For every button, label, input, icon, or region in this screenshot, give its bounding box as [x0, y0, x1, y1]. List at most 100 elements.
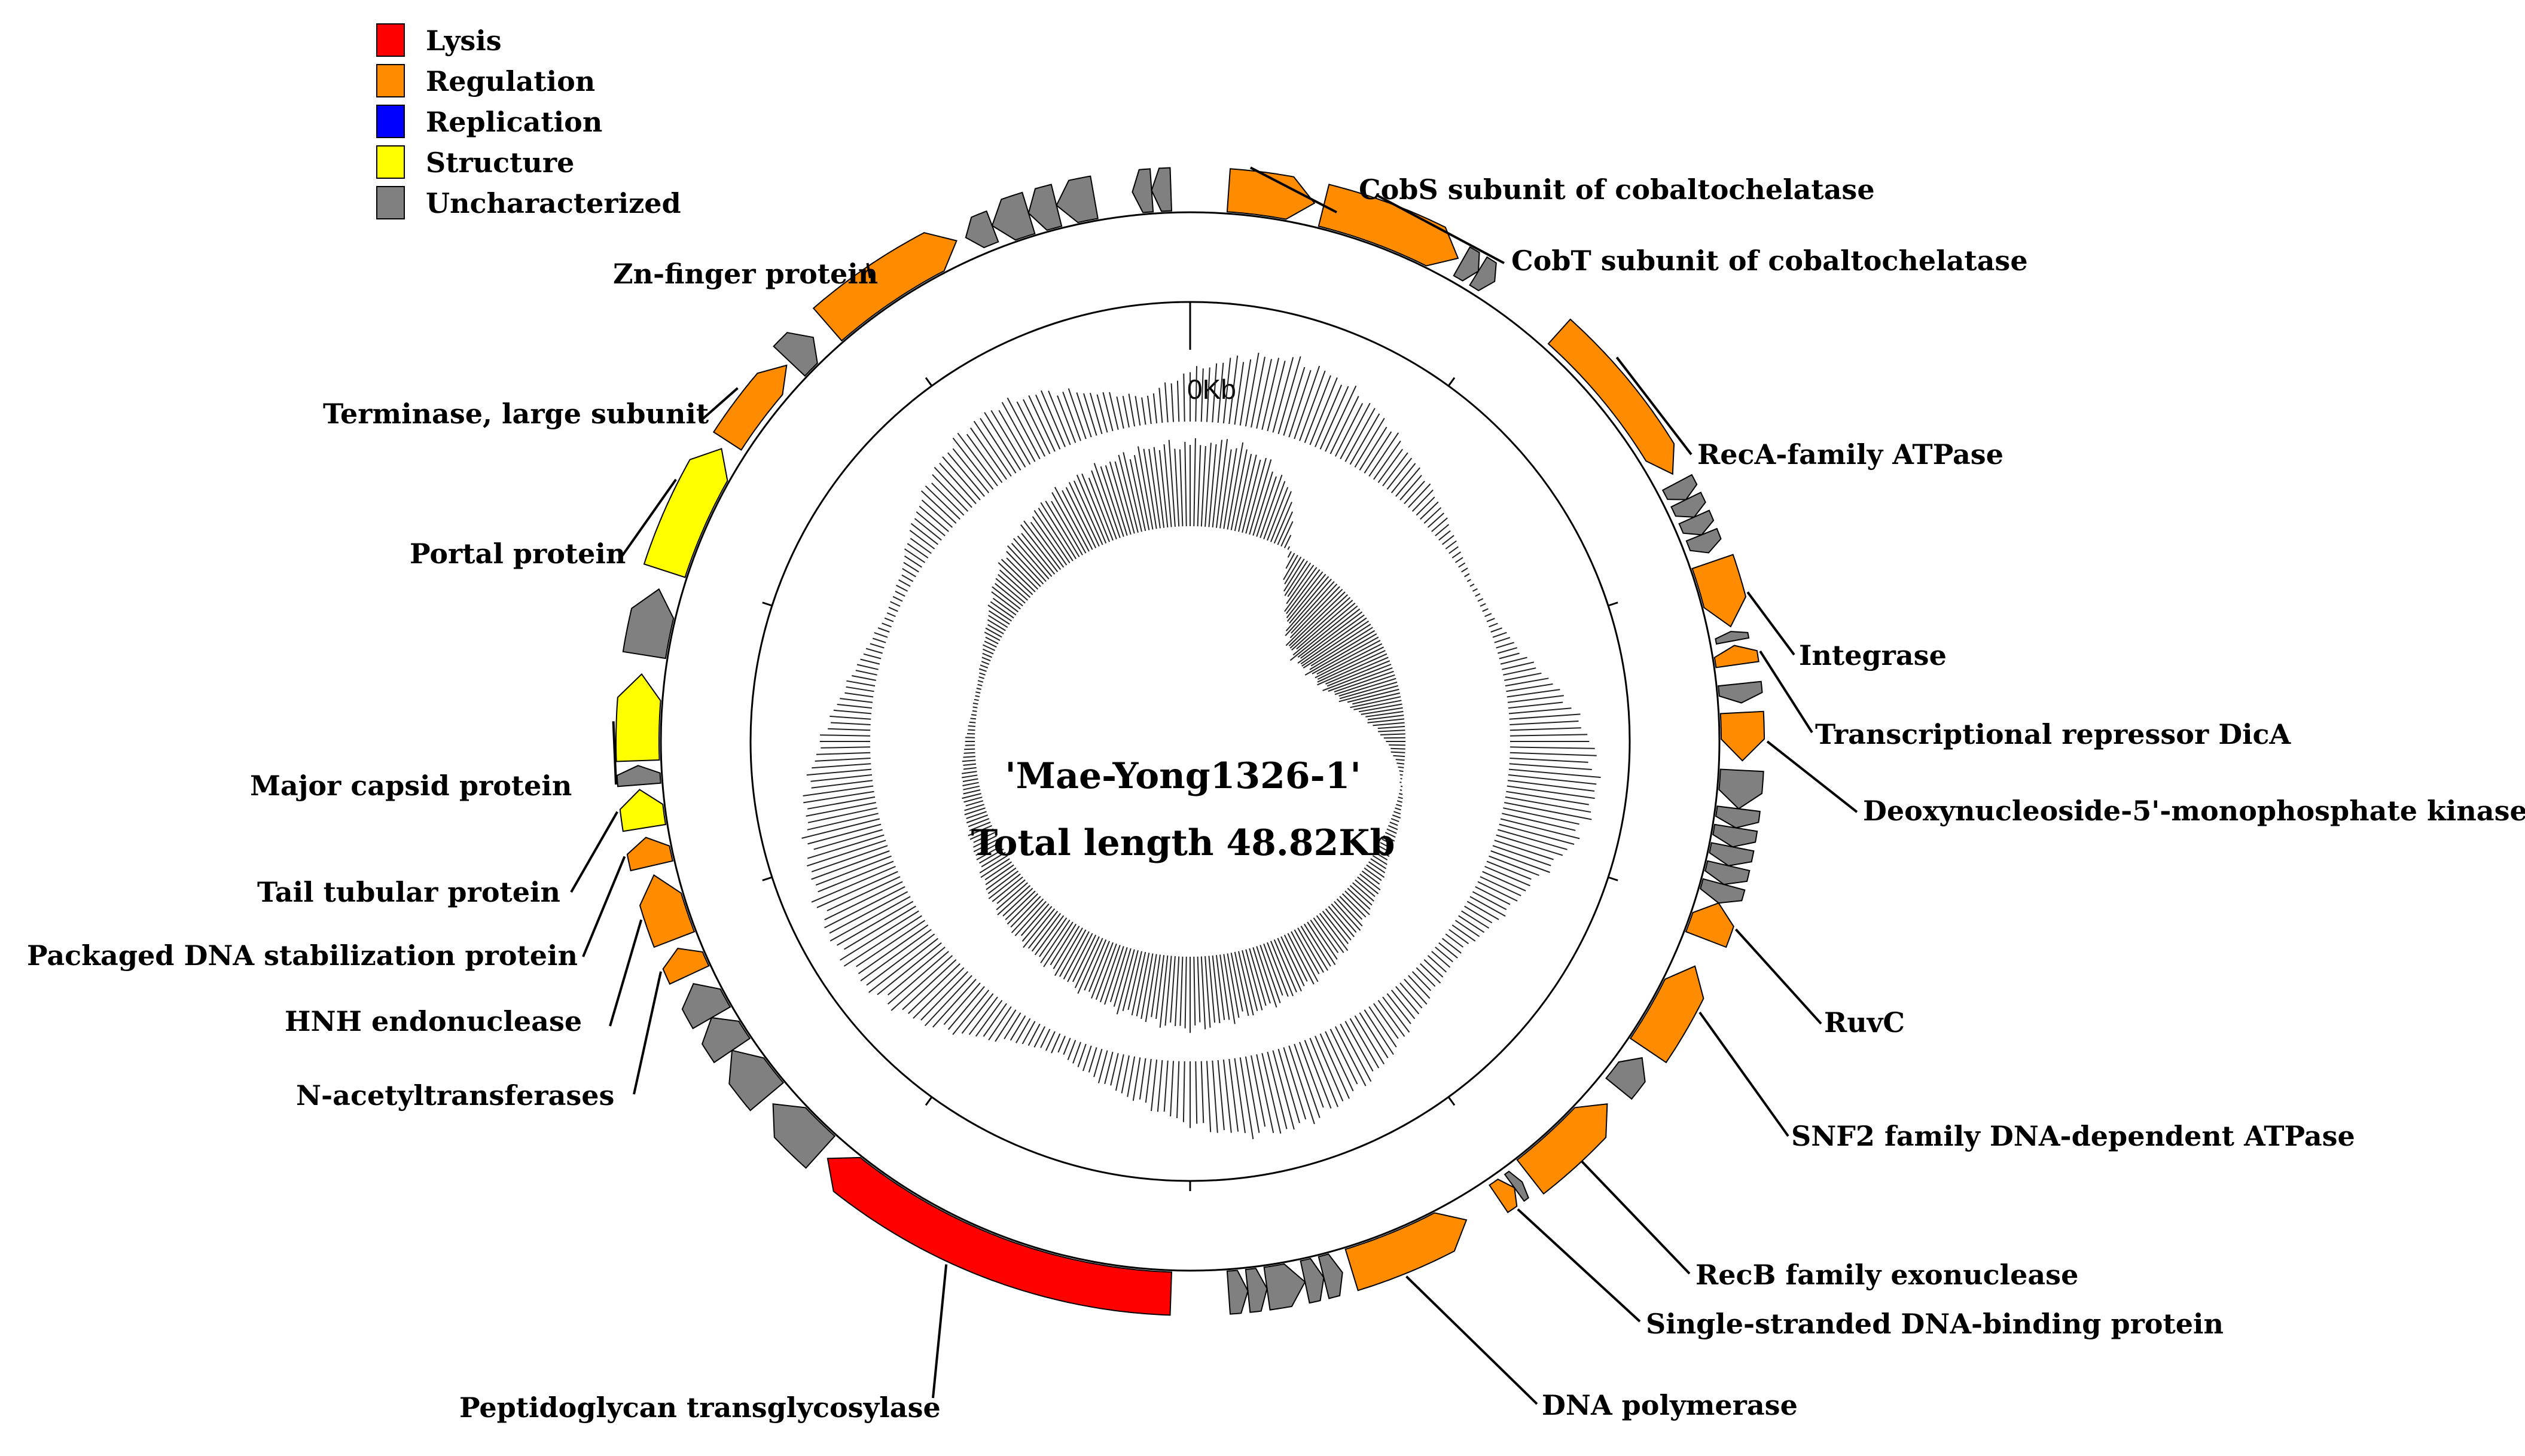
gc-content-bar	[1446, 934, 1463, 947]
gc-content-bar	[1002, 402, 1035, 462]
leader-line-hnh	[610, 920, 641, 1026]
gc-skew-bar	[1373, 723, 1404, 726]
gc-content-bar	[1374, 1003, 1398, 1039]
gc-content-bar	[1504, 673, 1541, 680]
gc-content-bar	[1154, 393, 1157, 423]
gc-content-bar	[971, 428, 1007, 480]
scale-tick	[1448, 378, 1454, 386]
gc-skew-bar	[1201, 957, 1205, 1030]
gc-skew-bar	[963, 764, 976, 765]
gc-content-bar	[846, 681, 875, 686]
gc-content-bar	[866, 649, 883, 654]
gc-skew-bar	[1288, 551, 1291, 557]
gc-content-bar	[816, 753, 870, 755]
gene-arrow-uncharacterized	[773, 1104, 835, 1168]
scale-tick	[1608, 603, 1618, 606]
gc-skew-bar	[1073, 935, 1096, 982]
gene-arrow-pdsp	[627, 838, 673, 871]
gc-skew-bar	[1257, 477, 1276, 537]
gc-content-bar	[1498, 648, 1517, 653]
gc-skew-bar	[964, 749, 975, 750]
gc-skew-bar	[988, 625, 1004, 634]
gc-skew-bar	[1198, 445, 1201, 526]
gc-content-bar	[1360, 1013, 1388, 1058]
gc-content-bar	[933, 979, 976, 1027]
gene-labels: CobS subunit of cobaltochelatase CobT su…	[27, 173, 2525, 1424]
gc-content-bar	[1068, 1040, 1076, 1060]
gc-content-bar	[1510, 734, 1587, 735]
gc-skew-bar	[973, 703, 978, 704]
gc-skew-bar	[987, 620, 1005, 631]
gc-content-bar	[967, 434, 1002, 483]
gc-content-bar	[1172, 383, 1173, 422]
gc-skew-bar	[1111, 947, 1127, 1002]
gc-content-bar	[1207, 1061, 1210, 1132]
gc-content-bar	[1142, 398, 1145, 425]
gc-content-bar	[1485, 613, 1492, 616]
gc-skew-bar	[1337, 899, 1362, 926]
gene-label-hnh: HNH endonuclease	[285, 1005, 582, 1037]
gc-content-bar	[953, 448, 989, 493]
gc-content-bar	[1502, 662, 1534, 669]
legend-label-regulation: Regulation	[426, 65, 595, 97]
gene-arrow-nat	[663, 948, 709, 984]
gc-content-bar	[1077, 392, 1091, 437]
gene-label-ruvC: RuvC	[1824, 1006, 1905, 1039]
gc-skew-bar	[1285, 935, 1307, 982]
legend-swatch-regulation	[377, 65, 404, 97]
gc-skew-bar	[984, 632, 1000, 640]
gc-skew-bar	[1220, 955, 1229, 1020]
gc-content-bar	[1170, 1061, 1173, 1116]
gc-content-bar	[1127, 1057, 1135, 1097]
gc-content-bar	[1246, 353, 1259, 426]
gc-skew-bar	[979, 673, 985, 674]
gc-content-bar	[1509, 708, 1572, 713]
gc-skew-bar	[963, 790, 981, 794]
gc-content-bar	[1122, 1055, 1129, 1093]
gene-arrow-dnmk	[1721, 712, 1764, 761]
gc-content-bar	[953, 438, 993, 490]
gc-content-bar	[1165, 383, 1168, 423]
gc-content-bar	[1048, 391, 1071, 445]
gc-skew-bar	[1347, 889, 1370, 909]
gc-content-bar	[1456, 557, 1463, 563]
gc-skew-bar	[1395, 808, 1401, 810]
gene-label-terminase: Terminase, large subunit	[323, 398, 709, 430]
gc-content-bar	[1465, 906, 1492, 923]
gc-content-bar	[844, 693, 873, 697]
gc-content-bar	[1475, 594, 1480, 596]
gc-skew-bar	[962, 771, 977, 774]
gc-skew-bar	[962, 760, 976, 761]
gc-content-bar	[1023, 399, 1050, 454]
gc-skew-bar	[1003, 889, 1033, 916]
gc-content-bar	[1335, 403, 1362, 456]
gene-arrow-uncharacterized	[1227, 1271, 1248, 1314]
leader-line-pdsp	[583, 856, 624, 957]
gc-skew-bar	[1288, 547, 1289, 550]
gc-content-bar	[944, 983, 980, 1025]
gc-content-bar	[1383, 997, 1410, 1032]
gc-skew-bar	[1334, 902, 1361, 931]
gc-content-bar	[1041, 390, 1065, 447]
gc-content-bar	[1459, 915, 1484, 932]
gc-skew-bar	[1249, 948, 1266, 1006]
gc-content-bar	[1439, 531, 1450, 541]
gc-content-bar	[1294, 366, 1319, 439]
gc-content-bar	[1004, 1013, 1020, 1039]
gc-content-bar	[1345, 1021, 1373, 1072]
gc-content-bar	[1443, 938, 1462, 953]
gc-content-bar	[1360, 427, 1387, 470]
gc-content-bar	[1129, 393, 1135, 426]
gc-content-bar	[922, 500, 953, 527]
gc-content-bar	[1369, 433, 1398, 477]
gene-arrow-dicA	[1715, 646, 1759, 668]
gc-content-bar	[873, 639, 886, 643]
gc-content-bar	[1483, 609, 1489, 611]
gene-label-ttp: Tail tubular protein	[257, 876, 560, 908]
gc-content-bar	[1472, 589, 1477, 591]
gc-content-bar	[1465, 574, 1469, 577]
gc-content-bar	[1212, 1061, 1218, 1133]
gc-content-bar	[1452, 925, 1475, 941]
gc-content-bar	[940, 463, 976, 504]
gc-skew-track	[962, 438, 1405, 1033]
